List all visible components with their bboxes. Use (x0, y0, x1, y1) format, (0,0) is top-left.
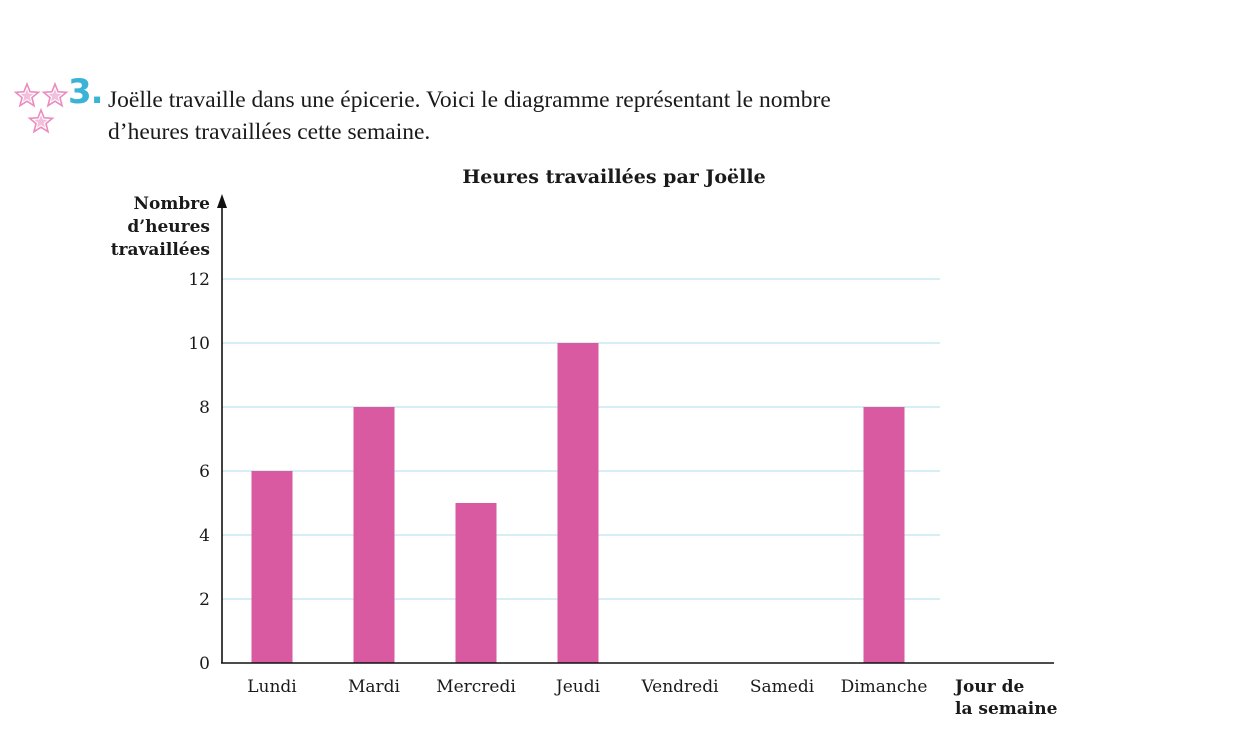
y-axis-arrow-icon (217, 194, 227, 208)
x-tick-label-mardi: Mardi (348, 677, 401, 697)
x-axis-label-line-2: la semaine (955, 699, 1058, 719)
star-icon-1 (14, 81, 41, 108)
star-fill-icon-1 (20, 89, 34, 102)
y-axis-label-line-1: Nombre (133, 194, 210, 214)
x-tick-label-vendredi: Vendredi (640, 677, 719, 697)
question-number: 3. (68, 72, 104, 112)
y-tick-label-2: 2 (199, 590, 210, 610)
difficulty-stars (14, 81, 69, 134)
y-tick-label-6: 6 (199, 462, 210, 482)
bar-jeudi (557, 343, 599, 663)
y-tick-label-12: 12 (188, 270, 210, 290)
y-axis-label-line-2: d’heures (127, 217, 210, 237)
star-fill-icon-2 (48, 89, 62, 102)
y-tick-label-10: 10 (188, 334, 210, 354)
x-axis-label-line-1: Jour de (953, 677, 1025, 697)
star-icon-2 (41, 81, 69, 108)
bar-mercredi (455, 503, 497, 663)
star-icon-3 (27, 107, 55, 134)
x-tick-label-lundi: Lundi (247, 677, 297, 697)
x-tick-label-samedi: Samedi (750, 677, 815, 697)
x-tick-label-jeudi: Jeudi (554, 677, 601, 697)
x-tick-label-dimanche: Dimanche (841, 677, 928, 697)
bar-mardi (353, 407, 395, 663)
y-tick-label-8: 8 (199, 398, 210, 418)
question-text: Joëlle travaille dans une épicerie. Voic… (108, 84, 968, 148)
question-text-line-2: d’heures travaillées cette semaine. (108, 119, 431, 145)
y-tick-label-4: 4 (199, 526, 210, 546)
bar-dimanche (863, 407, 905, 663)
bar-lundi (251, 471, 293, 663)
star-fill-icon-3 (34, 115, 48, 128)
chart-title: Heures travaillées par Joëlle (462, 166, 765, 188)
question-text-line-1: Joëlle travaille dans une épicerie. Voic… (108, 87, 831, 113)
y-tick-label-0: 0 (199, 654, 210, 674)
x-tick-label-mercredi: Mercredi (436, 677, 516, 697)
y-axis-label-line-3: travaillées (111, 240, 210, 260)
